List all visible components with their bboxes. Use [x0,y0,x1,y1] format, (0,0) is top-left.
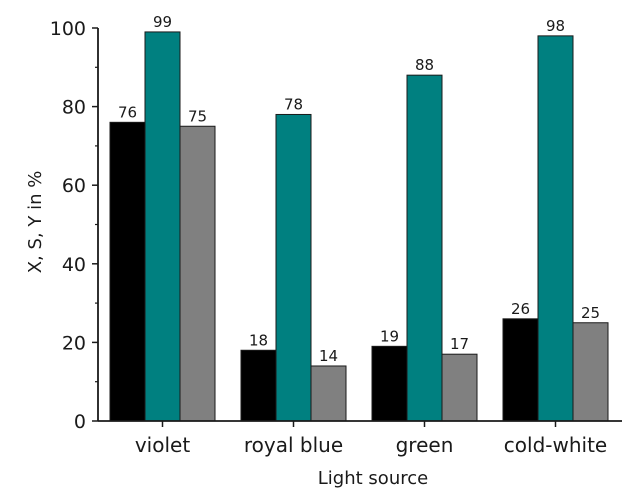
data-label: 75 [188,107,207,125]
y-tick-label: 80 [62,97,86,119]
bar [572,322,609,422]
data-label: 19 [380,327,399,345]
bar [441,353,478,422]
bar [275,113,312,422]
bar [179,125,216,422]
x-tick-label: royal blue [244,433,343,457]
data-label: 18 [249,331,268,349]
bar [537,35,574,422]
data-label: 25 [581,304,600,322]
data-label: 99 [153,13,172,31]
data-label: 88 [415,56,434,74]
x-tick-label: cold-white [504,433,607,457]
bar [109,121,146,422]
data-label: 76 [118,103,137,121]
x-tick-label: green [396,433,454,457]
y-tick-label: 0 [74,411,86,433]
bar [144,31,181,422]
y-tick-label: 40 [62,254,86,276]
y-tick-label: 100 [50,18,86,40]
axes-layer: violet royal blue green cold-white 0 20 40 60 80… [50,18,622,457]
y-tick-label: 60 [62,175,86,197]
x-axis-title: Light source [318,468,428,488]
bars-layer: 76 99 75 18 78 14 19 88 17 26 98 25 [109,13,609,422]
data-label: 26 [511,300,530,318]
bar [240,349,277,422]
bar [310,365,347,422]
data-label: 17 [450,335,469,353]
bar [371,345,408,422]
y-axis-title: X, S, Y in % [25,171,46,274]
data-label: 14 [319,347,338,365]
data-label: 78 [284,95,303,113]
x-tick-label: violet [135,433,190,457]
bar [406,74,443,422]
y-tick-label: 20 [62,332,86,354]
bar [502,318,539,422]
data-label: 98 [546,17,565,35]
